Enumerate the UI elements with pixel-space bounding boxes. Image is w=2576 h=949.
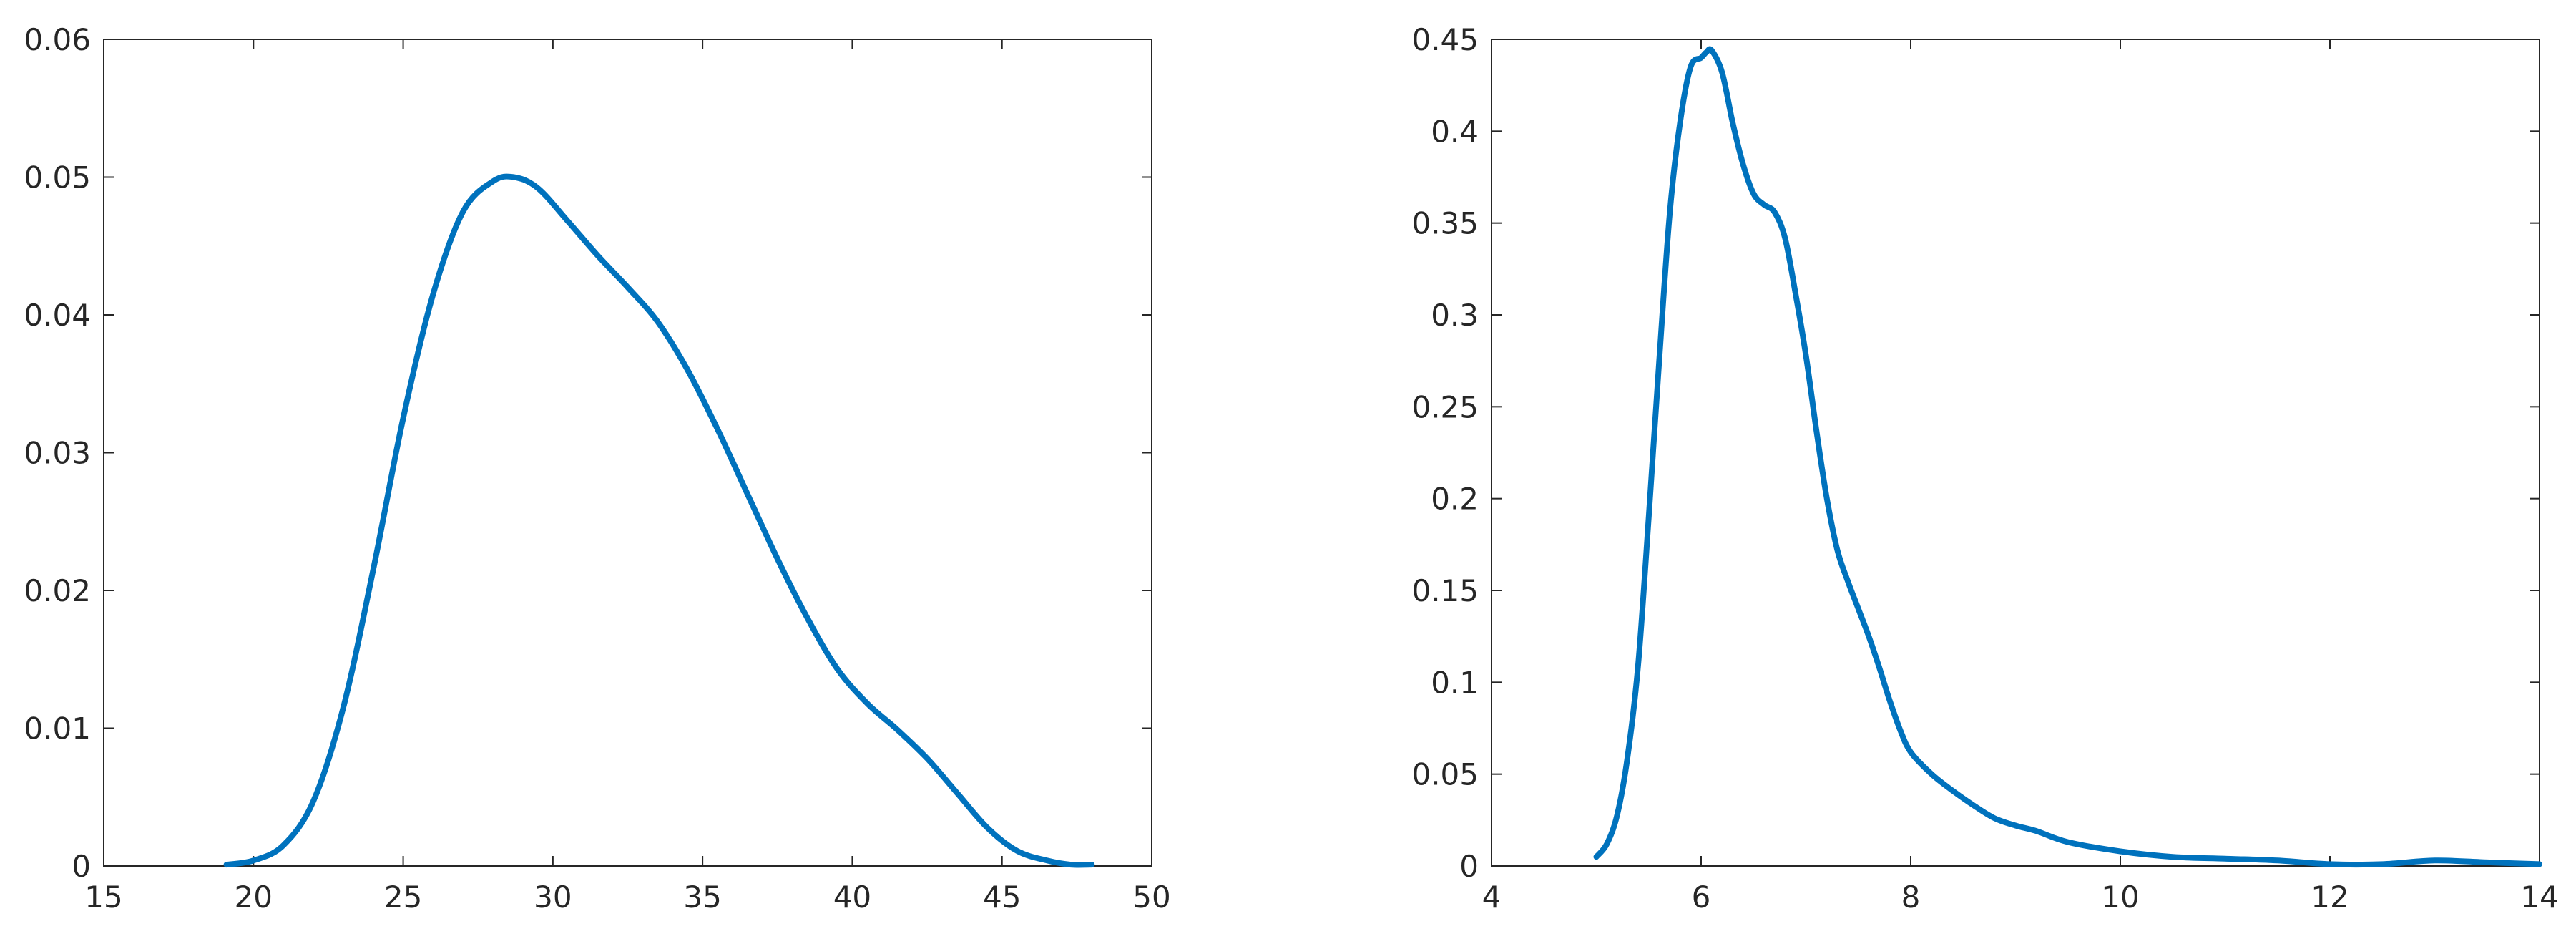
y-tick-label: 0.05 (24, 160, 91, 195)
x-tick-label: 14 (2520, 880, 2558, 915)
left-density-plot: 15 20 25 30 35 40 45 50 0 0.01 0.02 0.03 0.04 0.05 0.0… (24, 22, 1170, 915)
x-tick-label: 35 (683, 880, 721, 915)
density-curve (223, 173, 1095, 868)
x-tick-label: 4 (1482, 880, 1502, 915)
x-tick-label: 12 (2311, 880, 2349, 915)
y-tick-label: 0.01 (24, 711, 91, 746)
y-tick-label: 0.03 (24, 436, 91, 471)
x-tick-label: 15 (84, 880, 122, 915)
x-tick-label: 45 (983, 880, 1021, 915)
y-tick-label: 0.04 (24, 298, 91, 333)
y-tick-label: 0.25 (1411, 389, 1479, 424)
x-tick-label: 40 (833, 880, 871, 915)
x-tick-label: 50 (1132, 880, 1170, 915)
y-tick-label: 0.05 (1411, 757, 1479, 792)
x-tick-label: 10 (2101, 880, 2139, 915)
x-tick-label: 8 (1901, 880, 1921, 915)
y-tick-label: 0.4 (1431, 114, 1479, 149)
x-tick-label: 30 (534, 880, 572, 915)
y-tick-label: 0.1 (1431, 665, 1479, 700)
y-tick-label: 0 (1459, 849, 1479, 884)
density-curve (1593, 46, 2542, 868)
y-tick-label: 0.3 (1431, 298, 1479, 333)
y-tick-label: 0.2 (1431, 482, 1479, 517)
y-tick-label: 0.45 (1411, 22, 1479, 57)
right-density-plot: 4 6 8 10 12 14 0 0.05 0.1 0.15 0.2 0.25 0.3 0.35 0.4 0.… (1411, 22, 2558, 915)
x-tick-label: 20 (235, 880, 273, 915)
y-tick-label: 0.02 (24, 573, 91, 608)
axes-box (103, 39, 1152, 867)
x-tick-label: 25 (384, 880, 422, 915)
axes-box (1491, 39, 2540, 867)
y-tick-label: 0.15 (1411, 573, 1479, 608)
x-tick-label: 6 (1692, 880, 1711, 915)
y-tick-label: 0.35 (1411, 206, 1479, 241)
y-tick-label: 0.06 (24, 22, 91, 57)
y-tick-label: 0 (72, 849, 91, 884)
